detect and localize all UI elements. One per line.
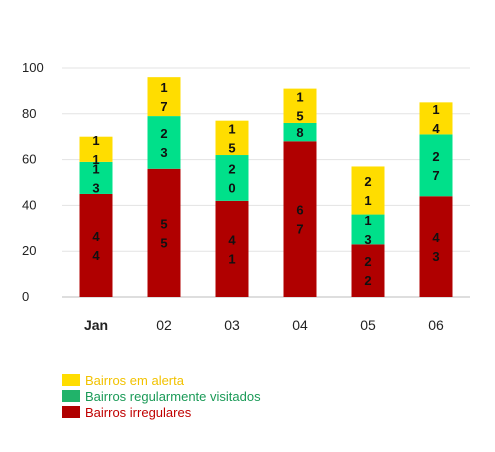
bar-segment: [79, 136, 113, 162]
y-tick-label: 40: [22, 197, 36, 212]
legend-swatch-visited: [62, 390, 80, 402]
legend-swatch-irregular: [62, 406, 80, 418]
gridlines: [62, 67, 470, 298]
legend-label-alert: Bairros em alerta: [85, 372, 184, 388]
bar-segment: [283, 141, 317, 297]
data-label: 5: [160, 216, 167, 231]
data-label: 5: [160, 235, 167, 250]
data-label: 1: [228, 251, 235, 266]
bar-segment: [147, 116, 181, 169]
bar-segment: [351, 214, 385, 245]
y-axis-ticks: 0 20 40 60 80 100: [22, 60, 44, 304]
data-label: 1: [92, 133, 99, 148]
x-tick-label: 02: [156, 317, 172, 333]
legend-item-visited: Bairros regularmente visitados: [62, 388, 261, 404]
legend-label-irregular: Bairros irregulares: [85, 404, 192, 420]
legend-swatch-alert: [62, 374, 80, 386]
x-tick-label: 03: [224, 317, 240, 333]
data-label: 7: [160, 99, 167, 114]
data-label: 3: [92, 180, 99, 195]
bar-segment: [351, 166, 385, 215]
data-label: 7: [432, 168, 439, 183]
x-tick-label: Jan: [84, 317, 108, 333]
bar-segment: [419, 102, 453, 135]
data-label: 2: [432, 149, 439, 164]
bar-segment: [351, 244, 385, 297]
bar-segment: [215, 155, 249, 201]
x-tick-label: 05: [360, 317, 376, 333]
data-label: 0: [228, 180, 235, 195]
data-label: 4: [432, 230, 440, 245]
bar-segment: [283, 88, 317, 123]
data-label: 2: [364, 254, 371, 269]
data-label: 3: [364, 232, 371, 247]
data-label: 1: [160, 80, 167, 95]
y-tick-label: 60: [22, 152, 36, 167]
legend: Bairros em alerta Bairros regularmente v…: [62, 372, 261, 420]
data-label: 4: [432, 121, 440, 136]
data-label: 2: [364, 273, 371, 288]
bar-segment: [419, 134, 453, 197]
bar-segment: [419, 196, 453, 297]
data-label: 6: [296, 203, 303, 218]
data-label: 2: [228, 161, 235, 176]
data-label: 4: [92, 229, 100, 244]
bar-segment: [147, 77, 181, 117]
data-label: 7: [296, 222, 303, 237]
y-tick-label: 20: [22, 243, 36, 258]
data-label: 1: [364, 213, 371, 228]
bar-segment: [215, 120, 249, 156]
data-label: 3: [160, 145, 167, 160]
bar-segment: [79, 193, 113, 297]
data-label: 4: [92, 248, 100, 263]
data-label: 5: [228, 140, 235, 155]
data-label: 1: [92, 152, 99, 167]
x-tick-label: 04: [292, 317, 308, 333]
bar-segment: [215, 200, 249, 297]
data-label: 2: [160, 126, 167, 141]
data-label: 1: [364, 193, 371, 208]
data-label: 1: [296, 89, 303, 104]
data-label: 3: [432, 249, 439, 264]
bar-segment: [79, 161, 113, 194]
data-label: 1: [228, 121, 235, 136]
bar-segment: [147, 168, 181, 297]
x-axis-ticks: Jan 02 03 04 05 06: [84, 317, 444, 333]
data-label: 2: [364, 174, 371, 189]
y-tick-label: 80: [22, 106, 36, 121]
data-label: 8: [296, 125, 303, 140]
legend-item-irregular: Bairros irregulares: [62, 404, 261, 420]
y-tick-label: 100: [22, 60, 44, 75]
data-label: 4: [228, 232, 236, 247]
data-label: 1: [92, 161, 99, 176]
y-tick-label: 0: [22, 289, 29, 304]
data-label: 1: [432, 102, 439, 117]
data-label: 5: [296, 108, 303, 123]
x-tick-label: 06: [428, 317, 444, 333]
legend-item-alert: Bairros em alerta: [62, 372, 261, 388]
bar-segment: [283, 122, 317, 142]
legend-label-visited: Bairros regularmente visitados: [85, 388, 261, 404]
